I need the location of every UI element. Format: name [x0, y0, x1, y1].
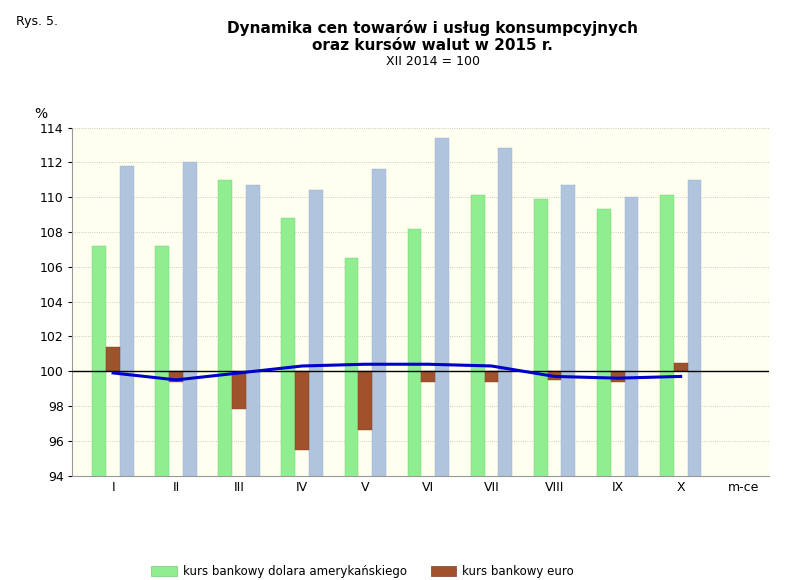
Bar [562, 185, 575, 580]
Bar [471, 195, 485, 580]
Bar [309, 190, 323, 580]
Bar [92, 246, 107, 580]
Bar [610, 371, 625, 382]
Bar [421, 371, 436, 382]
Bar [120, 166, 134, 580]
Legend: kurs bankowy dolara amerykańskiego, kurs bankowy franka szwajcarskiego, kurs ban: kurs bankowy dolara amerykańskiego, kurs… [147, 561, 694, 580]
Bar [625, 197, 638, 580]
Text: oraz kursów walut w 2015 r.: oraz kursów walut w 2015 r. [312, 38, 553, 53]
Bar [498, 148, 513, 580]
Bar [372, 169, 386, 580]
Bar [219, 180, 232, 580]
Bar [107, 347, 120, 371]
Bar [281, 218, 296, 580]
Y-axis label: %: % [34, 107, 47, 121]
Bar [660, 195, 674, 580]
Bar [183, 162, 197, 580]
Bar [533, 199, 548, 580]
Bar [408, 229, 421, 580]
Bar [687, 180, 702, 580]
Bar [548, 371, 562, 380]
Bar [246, 185, 260, 580]
Bar [597, 209, 610, 580]
Text: Rys. 5.: Rys. 5. [16, 14, 58, 27]
Text: Dynamika cen towarów i usług konsumpcyjnych: Dynamika cen towarów i usług konsumpcyjn… [227, 20, 638, 37]
Bar [344, 258, 358, 580]
Bar [296, 371, 309, 450]
Bar [436, 138, 449, 580]
Bar [169, 371, 183, 382]
Bar [232, 371, 246, 409]
Bar [155, 246, 169, 580]
Bar [674, 362, 687, 371]
Bar [358, 371, 372, 430]
Text: XII 2014 = 100: XII 2014 = 100 [385, 55, 480, 68]
Bar [485, 371, 498, 382]
